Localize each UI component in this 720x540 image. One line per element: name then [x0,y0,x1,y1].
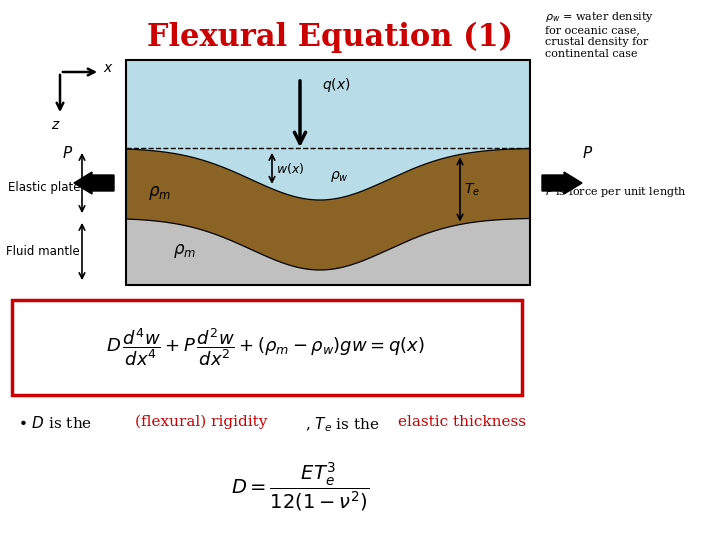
Polygon shape [126,148,530,270]
Text: Fluid mantle: Fluid mantle [6,245,80,258]
Text: (flexural) rigidity: (flexural) rigidity [135,415,267,429]
Bar [126,218,530,285]
Text: $q(x)$: $q(x)$ [322,76,351,94]
Bar [12,300,522,395]
Text: $P$ is force per unit length: $P$ is force per unit length [545,185,687,199]
Text: Flexural Equation (1): Flexural Equation (1) [147,22,513,53]
Text: $\rho_m$: $\rho_m$ [174,242,197,260]
Bar [126,60,530,148]
Text: $z$: $z$ [51,118,60,132]
Text: $D = \dfrac{ET_e^3}{12(1-\nu^2)}$: $D = \dfrac{ET_e^3}{12(1-\nu^2)}$ [231,460,369,513]
Text: $P$: $P$ [582,145,593,161]
Polygon shape [126,218,530,270]
Bar [126,60,530,285]
Text: $D\,\dfrac{d^4w}{dx^4} + P\,\dfrac{d^2w}{dx^2} + \left(\rho_m - \rho_w\right)gw : $D\,\dfrac{d^4w}{dx^4} + P\,\dfrac{d^2w}… [106,327,424,368]
Polygon shape [126,148,530,200]
Text: Elastic plate: Elastic plate [7,181,80,194]
Text: $P$: $P$ [63,145,73,161]
Text: $T_e$: $T_e$ [464,181,480,198]
Text: $\rho_w$: $\rho_w$ [330,168,348,184]
FancyArrow shape [74,172,114,194]
Text: $\rho_w$ = water density
for oceanic case,
crustal density for
continental case: $\rho_w$ = water density for oceanic cas… [545,10,654,59]
Text: $w(x)$: $w(x)$ [276,161,305,176]
Text: $\rho_m$: $\rho_m$ [148,184,171,202]
Text: , $T_e$ is the: , $T_e$ is the [305,415,380,434]
Text: $x$: $x$ [103,61,114,75]
Text: • $D$ is the: • $D$ is the [18,415,93,431]
Text: elastic thickness: elastic thickness [398,415,526,429]
FancyArrow shape [542,172,582,194]
